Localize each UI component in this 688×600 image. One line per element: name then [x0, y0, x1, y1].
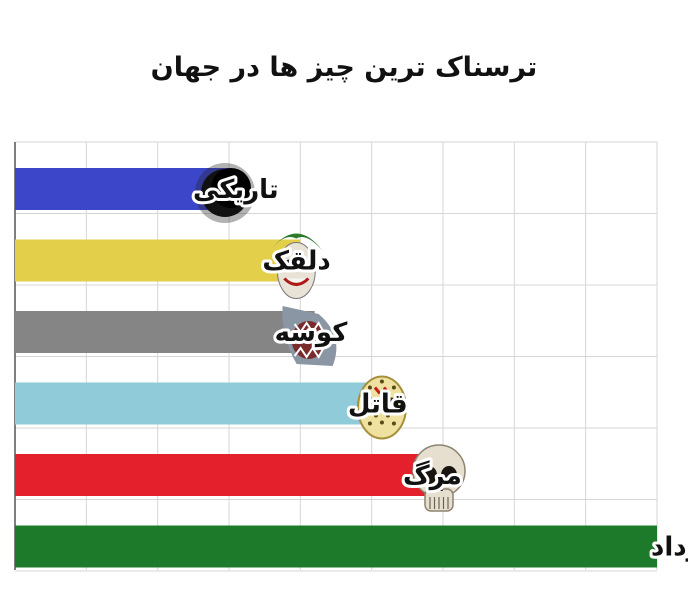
bar-label: دلقک: [262, 247, 330, 277]
bar: [15, 454, 443, 496]
bar-label: خرداد: [651, 533, 688, 563]
skull-icon: [412, 444, 466, 512]
darkness-blob-icon: [195, 163, 255, 223]
bar-labels: تاریکی دلقک کوسه قاتل مرگ خرداد: [190, 172, 688, 566]
bar-label: قاتل: [348, 390, 408, 420]
bar-label: مرگ: [403, 460, 462, 491]
chart-title: ترسناک ترین چیز ها در جهان: [150, 52, 538, 83]
grid: [14, 141, 658, 572]
bar: [15, 311, 315, 353]
bar-label: تاریکی: [193, 175, 279, 205]
bar-icons: [195, 163, 466, 512]
bars: [15, 168, 657, 568]
bar: [15, 168, 229, 210]
bar: [15, 382, 386, 425]
bar: [15, 525, 657, 568]
hockey-mask-icon: [356, 375, 407, 440]
shark-head-icon: [282, 306, 337, 366]
joker-face-icon: [270, 233, 323, 299]
bar-label: کوسه: [275, 318, 349, 348]
bar: [15, 239, 301, 282]
